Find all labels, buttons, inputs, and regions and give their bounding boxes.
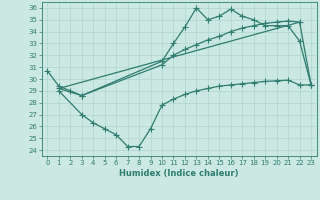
X-axis label: Humidex (Indice chaleur): Humidex (Indice chaleur) (119, 169, 239, 178)
